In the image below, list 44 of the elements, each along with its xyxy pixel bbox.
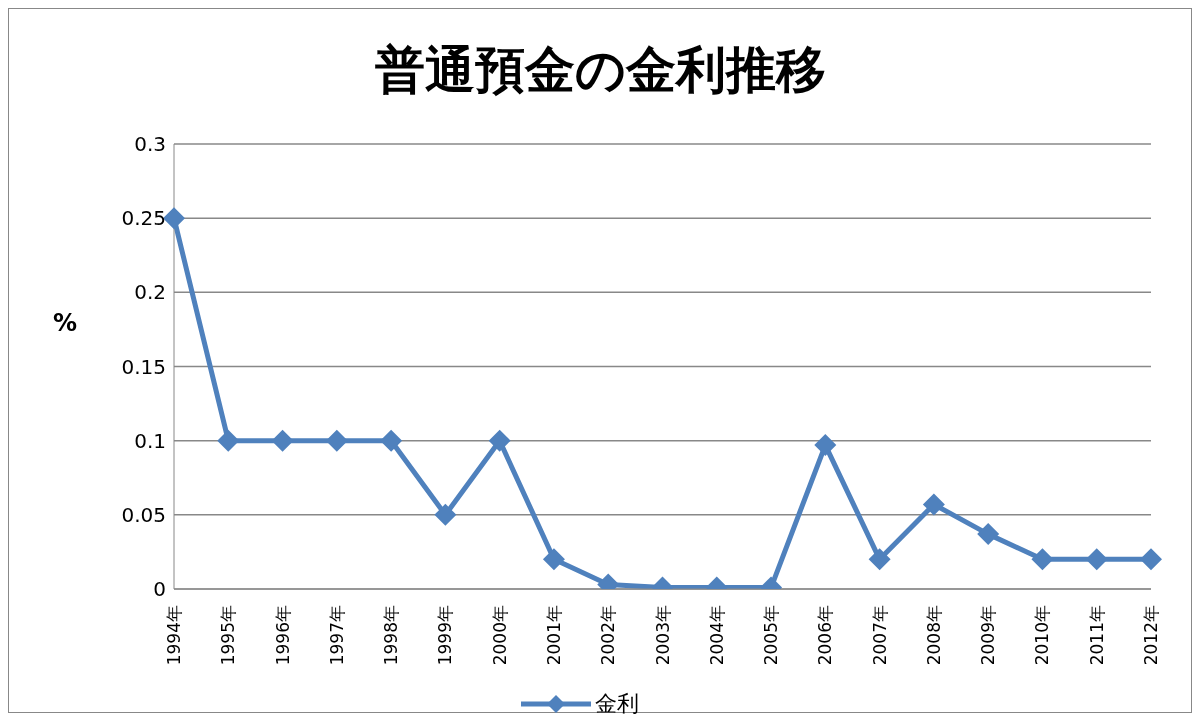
point bbox=[488, 429, 511, 452]
point bbox=[163, 207, 185, 230]
x-tick-label: 1997年 bbox=[326, 605, 347, 666]
x-tick-label: 2004年 bbox=[706, 605, 727, 666]
point bbox=[271, 429, 294, 452]
y-tick-label: 0.25 bbox=[121, 206, 166, 231]
point bbox=[814, 434, 837, 457]
x-tick-label: 2003年 bbox=[652, 605, 673, 666]
x-tick-label: 1998年 bbox=[381, 605, 402, 666]
x-tick-label: 1994年 bbox=[164, 605, 184, 666]
y-tick-label: 0.2 bbox=[134, 280, 166, 305]
legend-label: 金利 bbox=[594, 690, 639, 718]
point bbox=[977, 523, 1000, 546]
point bbox=[1140, 548, 1162, 571]
x-tick-label: 2011年 bbox=[1086, 605, 1107, 666]
x-tick-label: 1996年 bbox=[272, 605, 293, 666]
point bbox=[217, 429, 240, 452]
x-tick-label: 2007年 bbox=[869, 605, 890, 666]
x-tick-label: 2010年 bbox=[1032, 605, 1053, 666]
x-tick-label: 2009年 bbox=[978, 605, 999, 666]
x-tick-label: 1999年 bbox=[435, 605, 456, 666]
y-tick-label: 0 bbox=[153, 577, 166, 602]
x-tick-label: 2006年 bbox=[815, 605, 836, 666]
x-tick-label: 2001年 bbox=[543, 605, 564, 666]
x-tick-label: 2008年 bbox=[923, 605, 944, 666]
point bbox=[325, 429, 348, 452]
x-tick-label: 2005年 bbox=[761, 605, 782, 666]
x-tick-label: 1995年 bbox=[218, 605, 239, 666]
point bbox=[1031, 548, 1054, 571]
x-tick-label: 2002年 bbox=[598, 605, 619, 666]
point bbox=[380, 429, 403, 452]
y-tick-label: 0.3 bbox=[134, 132, 166, 157]
chart-title: 普通預金の金利推移 bbox=[373, 40, 827, 101]
y-tick-label: 0.05 bbox=[121, 502, 166, 527]
y-tick-label: 0.1 bbox=[134, 428, 166, 453]
point bbox=[922, 493, 945, 516]
y-tick-label: 0.15 bbox=[121, 354, 166, 379]
point bbox=[434, 503, 457, 526]
x-tick-label: 2012年 bbox=[1141, 605, 1161, 666]
y-axis-title: % bbox=[53, 309, 78, 337]
point bbox=[868, 548, 891, 571]
point bbox=[1085, 548, 1108, 571]
x-tick-label: 2000年 bbox=[489, 605, 510, 666]
point bbox=[542, 548, 565, 571]
